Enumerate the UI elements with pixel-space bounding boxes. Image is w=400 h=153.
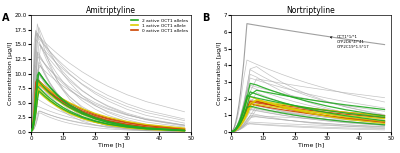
Title: Nortriptyline: Nortriptyline — [286, 6, 335, 15]
Text: OCT1*1/*1
CYP2D6*4/*41
CYP2C19*1.5*17: OCT1*1/*1 CYP2D6*4/*41 CYP2C19*1.5*17 — [330, 35, 369, 49]
X-axis label: Time [h]: Time [h] — [98, 142, 124, 147]
Legend: 2 active OCT1 alleles, 1 active OCT1 allele, 0 active OCT1 alleles: 2 active OCT1 alleles, 1 active OCT1 all… — [130, 18, 189, 34]
Text: A: A — [2, 13, 10, 23]
Title: Amitriptyline: Amitriptyline — [86, 6, 136, 15]
Text: B: B — [202, 13, 210, 23]
Y-axis label: Concentration [µg/l]: Concentration [µg/l] — [217, 42, 222, 105]
X-axis label: Time [h]: Time [h] — [298, 142, 324, 147]
Y-axis label: Concentration [µg/l]: Concentration [µg/l] — [8, 42, 13, 105]
